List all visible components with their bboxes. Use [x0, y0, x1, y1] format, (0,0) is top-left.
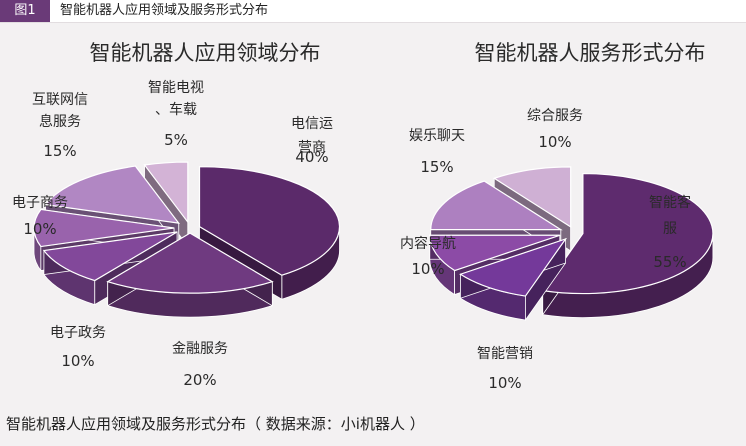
slice-top [430, 180, 563, 231]
slice-top [44, 165, 181, 224]
slice-top [106, 232, 274, 294]
pie-slice [106, 232, 274, 318]
slice-value-label: 10% [538, 133, 571, 151]
figure-badge: 图1 [0, 0, 50, 22]
slice-value-label: 10% [488, 374, 521, 392]
slice-top [429, 234, 560, 272]
slice-label-line: 营商 [298, 140, 326, 156]
slice-value-label: 10% [411, 260, 444, 278]
slice-label: 内容导航 [400, 235, 456, 252]
pie-services [429, 166, 714, 322]
slice-label: 电子商务 [12, 195, 68, 211]
slice-label-line: 智能营销 [477, 346, 533, 362]
slice-label: 智能营销 [477, 346, 533, 362]
slice-label-line: 息服务 [39, 113, 81, 130]
pie-charts: 智能机器人应用领域分布 智能机器人服务形式分布 电信运营商40%金融服务20%电… [12, 41, 714, 392]
pie-applications [33, 161, 341, 318]
slice-label-line: 金融服务 [172, 341, 228, 357]
slice-top [33, 208, 175, 248]
chart-title-services: 智能机器人服务形式分布 [475, 41, 706, 65]
slice-label: 电信运营商 [291, 116, 333, 156]
slice-label-line: 、车载 [155, 101, 197, 118]
slice-top [492, 166, 572, 228]
slice-label-line: 综合服务 [527, 108, 583, 124]
slice-label: 金融服务 [172, 341, 228, 357]
slice-value-label: 55% [653, 253, 686, 271]
slice-top [541, 172, 714, 295]
slice-label: 综合服务 [527, 108, 583, 124]
slice-label: 娱乐聊天 [409, 128, 465, 144]
slice-value-label: 5% [164, 131, 188, 149]
slice-top [198, 166, 341, 276]
figure-caption: 智能机器人应用领域及服务形式分布（ 数据来源：小i机器人 ） [6, 415, 425, 433]
slice-top [459, 237, 568, 297]
figure-title: 智能机器人应用领域及服务形式分布 [60, 3, 269, 18]
slice-top [143, 161, 189, 224]
slice-value-label: 40% [295, 148, 328, 166]
slice-label-line: 互联网信 [32, 92, 88, 108]
slice-label-line: 服 [663, 221, 677, 237]
slice-label-line: 智能电视 [148, 80, 204, 96]
slice-value-label: 10% [61, 352, 94, 370]
slice-value-label: 10% [23, 220, 56, 238]
pie-slice [459, 237, 568, 322]
slice-label-line: 电子政务 [50, 325, 106, 341]
slice-value-label: 20% [183, 371, 216, 389]
chart-title-applications: 智能机器人应用领域分布 [90, 41, 321, 65]
slice-top [42, 231, 178, 282]
figure-header: 图1 智能机器人应用领域及服务形式分布 [0, 0, 746, 23]
slice-label: 智能电视、车载 [148, 80, 204, 118]
slice-value-label: 15% [420, 158, 453, 176]
slice-label-line: 内容导航 [400, 235, 456, 252]
slice-label: 电子政务 [50, 325, 106, 341]
slice-label-line: 娱乐聊天 [409, 128, 465, 144]
slice-label-line: 电信运 [291, 116, 333, 132]
slice-label-line: 智能客 [649, 194, 691, 211]
pie-slice [541, 172, 714, 318]
slice-value-label: 15% [43, 142, 76, 160]
slice-label: 智能客服 [649, 194, 691, 237]
slice-label: 互联网信息服务 [32, 92, 88, 130]
slice-label-line: 电子商务 [12, 195, 68, 211]
